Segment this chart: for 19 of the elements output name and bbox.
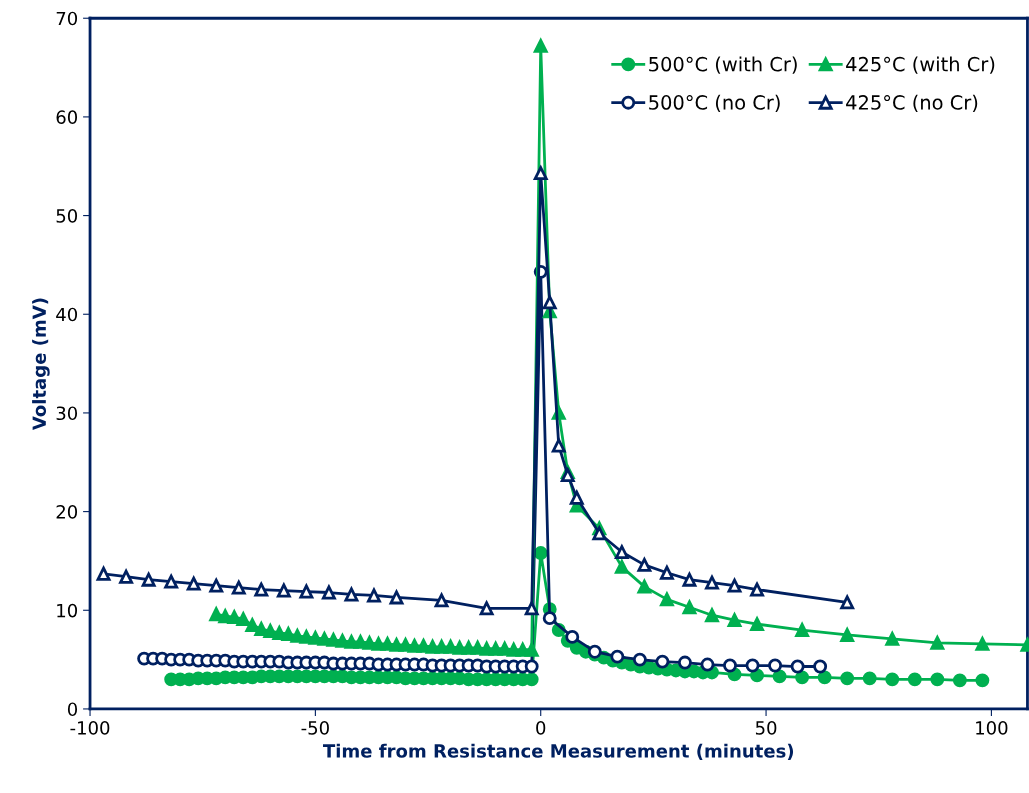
y-tick-label: 50 <box>56 209 78 223</box>
legend-label: 500°C (no Cr) <box>649 94 780 113</box>
y-tick-label: 0 <box>67 702 78 717</box>
x-tick-label: 0 <box>536 721 546 735</box>
x-axis-title: Time from Resistance Measurement (minutes) <box>323 743 794 760</box>
legend-label: 425°C (with Cr) <box>846 56 995 74</box>
y-tick-label: 60 <box>56 110 78 125</box>
y-tick-label: 70 <box>56 11 78 26</box>
y-tick-label: 20 <box>56 505 78 519</box>
legend-label: 500°C (with Cr) <box>649 56 797 74</box>
x-tick-label: 50 <box>755 721 777 735</box>
y-tick-label: 30 <box>56 406 78 421</box>
x-tick-label: 100 <box>976 721 1008 735</box>
y-tick-label: 40 <box>56 307 78 322</box>
x-tick-label: -50 <box>301 721 329 735</box>
x-tick-label: -100 <box>70 721 110 735</box>
legend-label: 425°C (no Cr) <box>846 94 978 113</box>
y-axis-title: Voltage (mV) <box>32 298 50 431</box>
y-tick-label: 10 <box>57 603 78 618</box>
